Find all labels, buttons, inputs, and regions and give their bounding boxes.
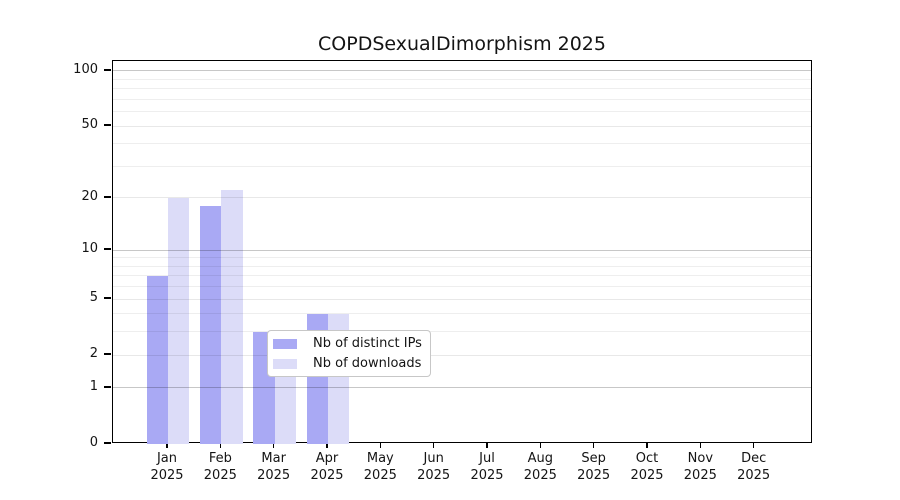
y-tick-mark-5 — [104, 297, 111, 299]
x-tick-mark-oct — [646, 443, 648, 448]
x-tick-mark-aug — [539, 443, 542, 448]
gridline-minor-70 — [113, 98, 811, 100]
y-tick-mark-50 — [104, 124, 111, 126]
x-tick-year: 2025 — [630, 468, 664, 483]
y-tick-label-20: 20 — [81, 188, 98, 204]
legend-swatch-distinct-ips — [273, 338, 297, 349]
y-tick-label-50: 50 — [81, 117, 98, 133]
x-tick-month: Aug — [527, 451, 554, 466]
y-tick-label-0: 0 — [89, 435, 98, 450]
gridline-minor-40 — [113, 143, 811, 145]
x-tick-mark-may — [379, 443, 382, 448]
legend-label-downloads: Nb of downloads — [313, 356, 422, 371]
y-tick-label-1: 1 — [89, 378, 98, 394]
x-tick-mark-jul — [486, 443, 488, 448]
bar-distinct-ips-feb — [200, 205, 222, 444]
x-tick-label-dec: Dec 2025 — [711, 450, 797, 484]
x-tick-label-jan: Jan 2025 — [124, 450, 210, 484]
plot-area — [112, 60, 812, 444]
legend-swatch-downloads — [273, 358, 297, 369]
x-tick-month: Feb — [208, 451, 232, 466]
gridline-minor-30 — [113, 165, 811, 167]
x-tick-month: Jul — [479, 451, 495, 466]
x-tick-label-nov: Nov 2025 — [657, 450, 743, 484]
x-tick-label-oct: Oct 2025 — [604, 450, 690, 484]
gridline-minor-60 — [113, 111, 811, 113]
x-tick-label-feb: Feb 2025 — [177, 450, 263, 484]
x-tick-year: 2025 — [257, 468, 291, 483]
x-tick-mark-jun — [432, 443, 435, 448]
x-tick-month: Oct — [635, 451, 659, 466]
x-tick-year: 2025 — [310, 468, 344, 483]
chart-title: COPDSexualDimorphism 2025 — [318, 33, 606, 55]
x-tick-mark-sep — [592, 443, 595, 448]
y-tick-mark-100 — [104, 69, 111, 71]
x-tick-month: Sep — [581, 451, 606, 466]
x-tick-year: 2025 — [470, 468, 504, 483]
x-tick-label-jun: Jun 2025 — [391, 450, 477, 484]
x-tick-month: Jun — [423, 451, 444, 466]
x-tick-label-jul: Jul 2025 — [444, 450, 530, 484]
y-tick-mark-0 — [104, 442, 111, 444]
x-tick-mark-dec — [752, 443, 755, 448]
x-tick-year: 2025 — [737, 468, 771, 483]
x-tick-label-aug: Aug 2025 — [497, 450, 583, 484]
y-tick-mark-2 — [104, 353, 111, 355]
y-tick-label-100: 100 — [73, 61, 98, 77]
x-tick-label-mar: Mar 2025 — [231, 450, 317, 484]
legend-item-downloads: Nb of downloads — [273, 355, 422, 372]
x-tick-month: May — [366, 451, 394, 466]
y-tick-label-5: 5 — [89, 290, 98, 306]
gridline-20 — [113, 197, 811, 199]
bar-downloads-feb — [221, 190, 243, 444]
bar-distinct-ips-jan — [146, 275, 168, 444]
x-tick-year: 2025 — [577, 468, 611, 483]
x-tick-year: 2025 — [203, 468, 237, 483]
x-tick-year: 2025 — [363, 468, 397, 483]
gridline-minor-80 — [113, 88, 811, 90]
y-tick-label-2: 2 — [89, 346, 98, 362]
x-tick-mark-mar — [272, 443, 275, 448]
gridline-100 — [113, 70, 811, 72]
x-tick-label-may: May 2025 — [337, 450, 423, 484]
bar-downloads-jan — [168, 197, 190, 444]
x-tick-mark-jan — [166, 443, 168, 448]
legend-item-distinct-ips: Nb of distinct IPs — [273, 335, 422, 352]
x-tick-mark-apr — [326, 443, 328, 448]
x-tick-month: Dec — [741, 451, 767, 466]
y-tick-label-10: 10 — [81, 241, 98, 257]
x-tick-year: 2025 — [150, 468, 184, 483]
x-tick-month: Jan — [156, 451, 178, 466]
x-tick-month: Nov — [687, 451, 714, 466]
legend: Nb of distinct IPs Nb of downloads — [267, 330, 431, 377]
x-tick-year: 2025 — [417, 468, 451, 483]
y-tick-mark-1 — [104, 386, 111, 388]
gridline-50 — [113, 125, 811, 127]
x-tick-mark-feb — [219, 443, 222, 448]
x-tick-month: Apr — [315, 451, 339, 466]
x-tick-year: 2025 — [523, 468, 557, 483]
x-tick-label-sep: Sep 2025 — [551, 450, 637, 484]
y-tick-mark-10 — [104, 248, 111, 250]
y-tick-mark-20 — [104, 196, 111, 198]
x-tick-year: 2025 — [683, 468, 717, 483]
x-tick-label-apr: Apr 2025 — [284, 450, 370, 484]
x-tick-month: Mar — [261, 451, 286, 466]
legend-label-distinct-ips: Nb of distinct IPs — [313, 336, 422, 351]
gridline-minor-90 — [113, 78, 811, 80]
x-tick-mark-nov — [699, 443, 702, 448]
